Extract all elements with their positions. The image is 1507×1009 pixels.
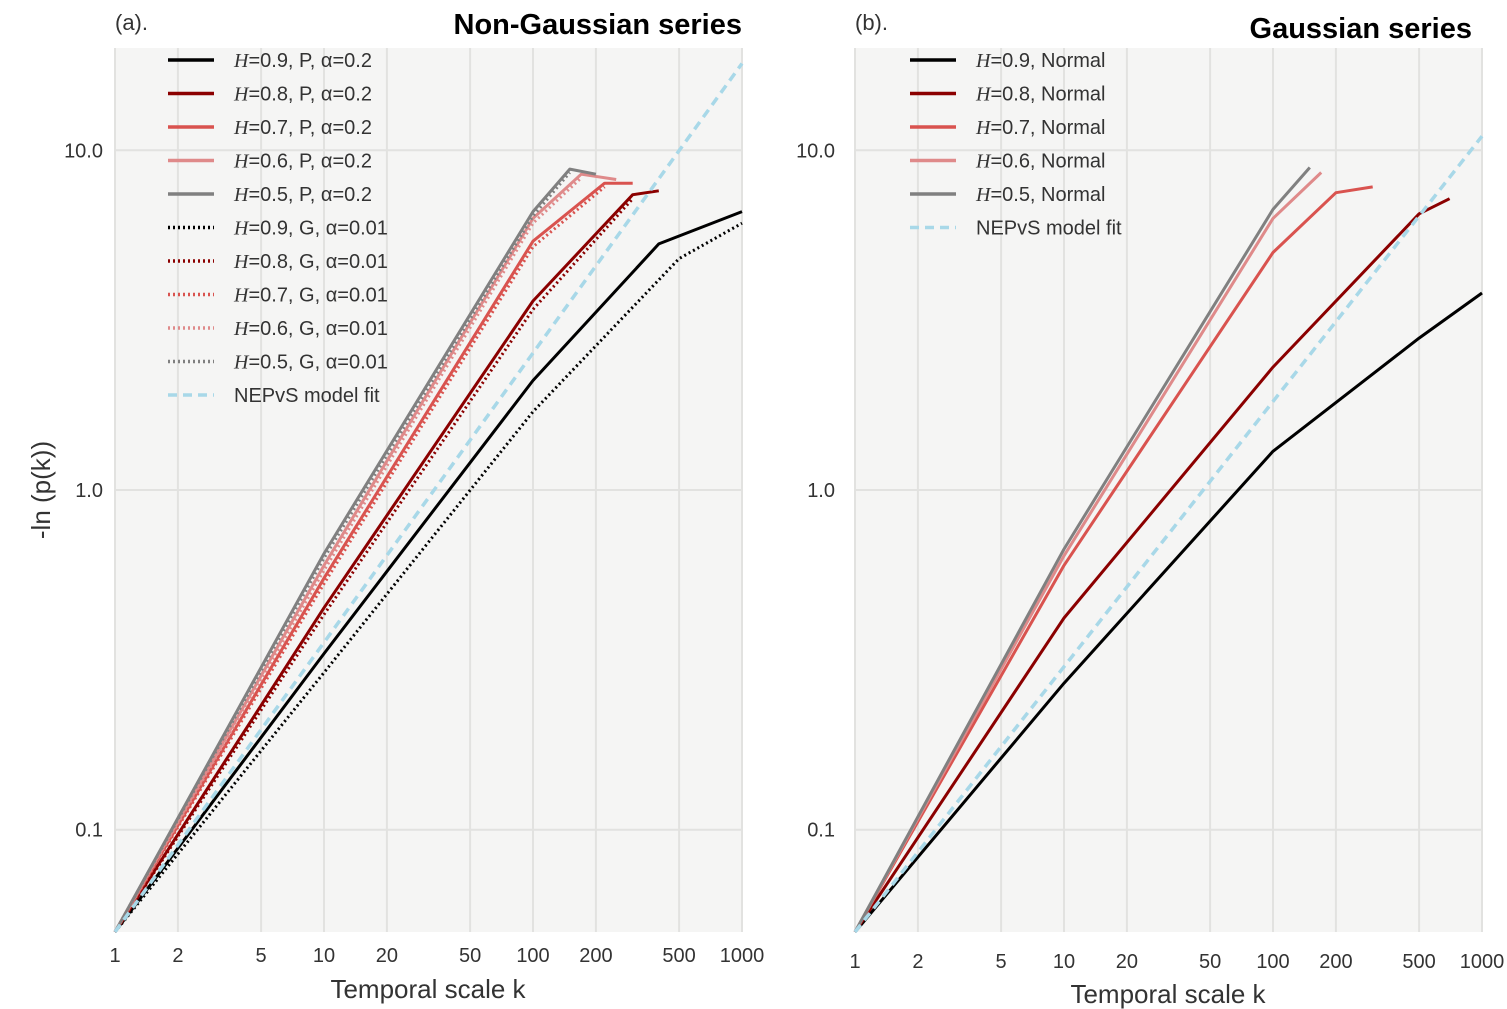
x-tick-label: 2 — [912, 951, 923, 973]
legend-label: H=0.8, P, α=0.2 — [233, 84, 372, 106]
legend-label: H=0.9, Normal — [975, 50, 1106, 72]
legend-label: NEPvS model fit — [234, 385, 380, 407]
x-tick-label: 1 — [109, 945, 120, 967]
legend-b: H=0.9, Normal H=0.8, Normal H=0.7, Normal H… — [910, 50, 1122, 240]
series-line — [113, 172, 617, 933]
series-line — [113, 176, 583, 933]
y-tick-label: 10.0 — [796, 140, 835, 162]
legend-label: H=0.8, Normal — [975, 84, 1106, 106]
x-tick-label: 50 — [459, 945, 481, 967]
x-tick-label: 2 — [172, 945, 183, 967]
x-tick-label: 50 — [1199, 951, 1221, 973]
series-line — [853, 291, 1483, 933]
y-tick-label: 0.1 — [807, 820, 835, 842]
x-tick-label: 500 — [662, 945, 695, 967]
series-line — [113, 62, 744, 934]
legend-label: H=0.6, Normal — [975, 151, 1106, 173]
x-tick-label: 500 — [1402, 951, 1435, 973]
legend-label: NEPvS model fit — [976, 218, 1122, 240]
chart-title-b: Gaussian series — [1250, 13, 1472, 45]
y-tick-label: 1.0 — [75, 480, 103, 502]
x-tick-label: 5 — [996, 951, 1007, 973]
legend-a: H=0.9, P, α=0.2 H=0.8, P, α=0.2 H=0.7, P, … — [168, 50, 388, 407]
y-tick-label: 1.0 — [807, 480, 835, 502]
series-line — [113, 167, 597, 933]
x-tick-label: 1000 — [720, 945, 765, 967]
legend-label: H=0.5, Normal — [975, 184, 1106, 206]
series-line — [113, 197, 634, 933]
legend-label: H=0.6, G, α=0.01 — [233, 318, 388, 340]
chart-title-a: Non-Gaussian series — [454, 9, 743, 41]
x-tick-label: 200 — [579, 945, 612, 967]
panel-a: 1 2 5 10 20 50 100 200 500 1000 0.1 1.0 10.0 H=0.9, … — [26, 9, 764, 1004]
x-tick-label: 100 — [1256, 951, 1289, 973]
series-line — [113, 210, 743, 933]
x-tick-label: 200 — [1319, 951, 1352, 973]
ticks-b: 1 2 5 10 20 50 100 200 500 1000 0.1 1.0 10.0 — [796, 140, 1504, 973]
series-line — [853, 171, 1323, 933]
y-tick-label: 10.0 — [64, 140, 103, 162]
x-tick-label: 20 — [1116, 951, 1138, 973]
series-line — [113, 181, 633, 933]
legend-label: H=0.5, P, α=0.2 — [233, 184, 372, 206]
grid-a — [114, 48, 743, 932]
legend-label: H=0.7, Normal — [975, 117, 1106, 139]
legend-label: H=0.6, P, α=0.2 — [233, 151, 372, 173]
y-axis-label-a: -ln (p(k)) — [26, 441, 56, 539]
legend-label: H=0.7, P, α=0.2 — [233, 117, 372, 139]
x-tick-label: 1 — [849, 951, 860, 973]
x-tick-label: 100 — [516, 945, 549, 967]
legend-label: H=0.8, G, α=0.01 — [233, 251, 388, 273]
grid-b — [854, 48, 1483, 932]
series-line — [853, 135, 1484, 934]
panel-label-b: (b). — [855, 10, 888, 35]
series-line — [113, 189, 660, 933]
series-line — [853, 197, 1451, 933]
series-a — [113, 62, 744, 934]
series-line — [853, 166, 1311, 933]
panel-label-a: (a). — [115, 10, 148, 35]
ticks-a: 1 2 5 10 20 50 100 200 500 1000 0.1 1.0 10.0 — [64, 140, 764, 967]
x-axis-label-b: Temporal scale k — [1070, 979, 1266, 1009]
legend-label: H=0.9, P, α=0.2 — [233, 50, 372, 72]
x-tick-label: 1000 — [1460, 951, 1505, 973]
x-axis-label-a: Temporal scale k — [330, 974, 526, 1004]
x-tick-label: 10 — [1053, 951, 1075, 973]
series-line — [853, 185, 1373, 933]
x-tick-label: 5 — [256, 945, 267, 967]
legend-label: H=0.9, G, α=0.01 — [233, 218, 388, 240]
series-b — [853, 135, 1484, 934]
legend-label: H=0.7, G, α=0.01 — [233, 285, 388, 307]
x-tick-label: 10 — [313, 945, 335, 967]
x-tick-label: 20 — [376, 945, 398, 967]
panel-b: 1 2 5 10 20 50 100 200 500 1000 0.1 1.0 10.0 H=0.9, … — [796, 10, 1504, 1009]
y-tick-label: 0.1 — [75, 820, 103, 842]
legend-label: H=0.5, G, α=0.01 — [233, 352, 388, 374]
